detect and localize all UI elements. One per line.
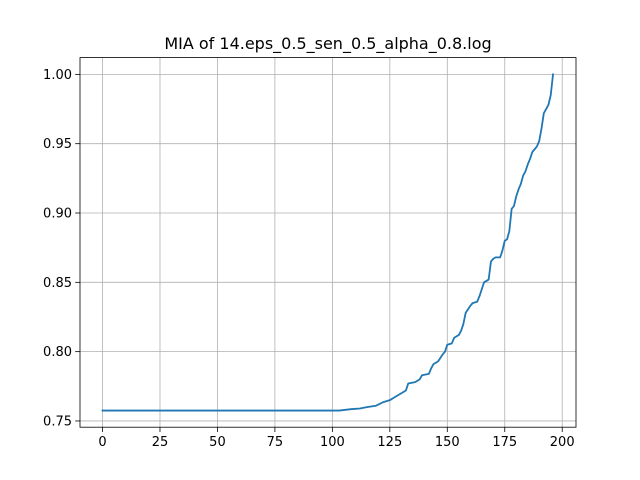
series-line <box>101 73 555 412</box>
y-tick-label: 0.85 <box>43 276 72 291</box>
x-tick-label: 150 <box>435 435 460 450</box>
x-tick-label: 200 <box>550 435 575 450</box>
chart-title: MIA of 14.eps_0.5_sen_0.5_alpha_0.8.log <box>164 34 491 54</box>
x-tick-label: 0 <box>98 435 106 450</box>
y-tick-label: 0.95 <box>43 137 72 152</box>
x-tick-label: 175 <box>492 435 517 450</box>
y-tick-label: 1.00 <box>43 68 72 83</box>
x-tick-label: 125 <box>377 435 402 450</box>
plot-frame <box>79 57 577 428</box>
x-tick-label: 75 <box>267 435 284 450</box>
y-tick-label: 0.75 <box>43 414 72 429</box>
x-tick-label: 25 <box>152 435 169 450</box>
y-tick-label: 0.90 <box>43 207 72 222</box>
y-tick-label: 0.80 <box>43 345 72 360</box>
x-tick-label: 50 <box>209 435 226 450</box>
x-tick-label: 100 <box>320 435 345 450</box>
